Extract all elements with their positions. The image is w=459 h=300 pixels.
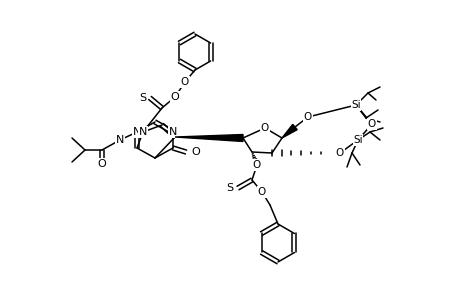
Text: O: O [97,159,106,169]
Text: N: N [168,127,177,137]
Text: S: S [139,93,146,103]
Text: O: O [252,160,261,170]
Text: O: O [303,112,312,122]
Text: Si: Si [350,100,360,110]
Text: S: S [225,183,233,193]
Text: O: O [170,92,179,102]
Text: O: O [257,187,266,197]
Text: O: O [180,77,189,87]
Text: N: N [133,127,141,137]
Text: O: O [190,147,199,157]
Text: Si: Si [353,135,362,145]
Text: N: N [116,135,124,145]
Text: O: O [260,123,269,133]
Text: O: O [335,148,343,158]
Polygon shape [174,134,242,142]
Polygon shape [281,124,297,138]
Text: N: N [139,127,147,137]
Text: O: O [367,119,375,129]
